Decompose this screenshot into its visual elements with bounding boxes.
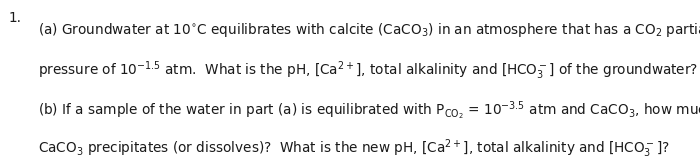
Text: pressure of 10$^{-1.5}$ atm.  What is the pH, [Ca$^{2+}$], total alkalinity and : pressure of 10$^{-1.5}$ atm. What is the… <box>38 59 699 82</box>
Text: 1.: 1. <box>8 11 22 25</box>
Text: CaCO$_3$ precipitates (or dissolves)?  What is the new pH, [Ca$^{2+}$], total al: CaCO$_3$ precipitates (or dissolves)? Wh… <box>38 138 670 160</box>
Text: (a) Groundwater at 10$^{\circ}$C equilibrates with calcite (CaCO$_3$) in an atmo: (a) Groundwater at 10$^{\circ}$C equilib… <box>38 21 700 39</box>
Text: (b) If a sample of the water in part (a) is equilibrated with P$_{\mathrm{CO_2}}: (b) If a sample of the water in part (a)… <box>38 99 700 122</box>
